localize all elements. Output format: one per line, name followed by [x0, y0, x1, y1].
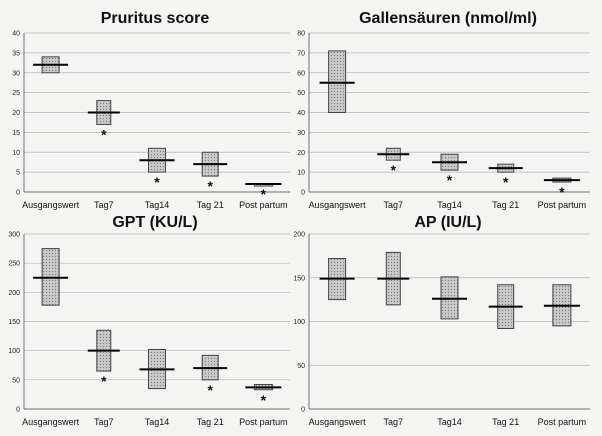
y-tick-label: 150 [293, 275, 305, 282]
y-tick-label: 25 [12, 90, 20, 97]
x-category-label: Tag 21 [197, 417, 224, 427]
y-tick-label: 15 [12, 130, 20, 137]
chart-panel-3: GPT (KU/L) 0 50 100 150 200 250 300 Ausgangswert… [8, 214, 290, 427]
y-tick-label: 10 [297, 170, 305, 177]
significance-asterisk: * [154, 174, 160, 190]
x-category-label: Tag14 [145, 417, 170, 427]
x-category-label: Ausgangswert [309, 417, 367, 427]
y-tick-label: 60 [297, 70, 305, 77]
x-category-label: Tag14 [437, 200, 462, 210]
chart-panel-1: Pruritus score 0 5 10 15 20 25 30 35 40 Ausgangswe… [12, 10, 290, 210]
y-tick-label: 35 [12, 50, 20, 57]
significance-asterisk: * [101, 126, 107, 142]
x-category-label: Post partum [239, 200, 288, 210]
y-tick-label: 50 [297, 90, 305, 97]
y-tick-label: 70 [297, 50, 305, 57]
x-category-label: Tag7 [94, 200, 114, 210]
y-tick-label: 0 [16, 407, 20, 414]
chart-panel-2: Gallensäuren (nmol/ml) 0 10 20 30 40 50 60 70 80 A… [297, 10, 590, 210]
significance-asterisk: * [207, 382, 213, 398]
y-tick-label: 0 [301, 190, 305, 197]
x-category-label: Post partum [538, 200, 587, 210]
y-tick-label: 100 [293, 319, 305, 326]
y-tick-label: 20 [12, 110, 20, 117]
significance-asterisk: * [559, 184, 565, 200]
chart-title: GPT (KU/L) [112, 214, 197, 231]
significance-asterisk: * [101, 373, 107, 389]
chart-title: AP (IU/L) [414, 214, 481, 231]
y-tick-label: 30 [12, 70, 20, 77]
y-tick-label: 0 [301, 407, 305, 414]
y-tick-label: 300 [8, 232, 20, 239]
y-tick-label: 100 [8, 348, 20, 355]
x-category-label: Tag 21 [197, 200, 224, 210]
y-tick-label: 40 [297, 110, 305, 117]
significance-asterisk: * [261, 186, 267, 202]
x-category-label: Tag7 [94, 417, 114, 427]
x-category-label: Tag 21 [492, 200, 519, 210]
significance-asterisk: * [261, 392, 267, 408]
y-tick-label: 80 [297, 31, 305, 38]
chart-panel-4: AP (IU/L) 0 50 100 150 200 Ausgangswert Tag7 Tag… [293, 214, 590, 427]
x-category-label: Post partum [538, 417, 587, 427]
x-category-label: Tag14 [437, 417, 462, 427]
y-tick-label: 30 [297, 130, 305, 137]
y-tick-label: 20 [297, 150, 305, 157]
significance-asterisk: * [447, 172, 453, 188]
x-category-label: Tag 21 [492, 417, 519, 427]
x-category-label: Ausgangswert [309, 200, 367, 210]
y-tick-label: 250 [8, 261, 20, 268]
x-category-label: Tag14 [145, 200, 170, 210]
y-tick-label: 40 [12, 31, 20, 38]
x-category-label: Ausgangswert [22, 200, 80, 210]
y-tick-label: 10 [12, 150, 20, 157]
y-tick-label: 50 [297, 363, 305, 370]
y-tick-label: 150 [8, 319, 20, 326]
y-tick-label: 0 [16, 190, 20, 197]
significance-asterisk: * [207, 178, 213, 194]
y-tick-label: 200 [293, 232, 305, 239]
y-tick-label: 200 [8, 290, 20, 297]
chart-title: Gallensäuren (nmol/ml) [359, 10, 537, 27]
significance-asterisk: * [503, 174, 509, 190]
significance-asterisk: * [391, 162, 397, 178]
x-category-label: Tag7 [384, 200, 404, 210]
x-category-label: Tag7 [384, 417, 404, 427]
y-tick-label: 5 [16, 170, 20, 177]
chart-title: Pruritus score [101, 10, 210, 27]
x-category-label: Ausgangswert [22, 417, 80, 427]
y-tick-label: 50 [12, 377, 20, 384]
x-category-label: Post partum [239, 417, 288, 427]
